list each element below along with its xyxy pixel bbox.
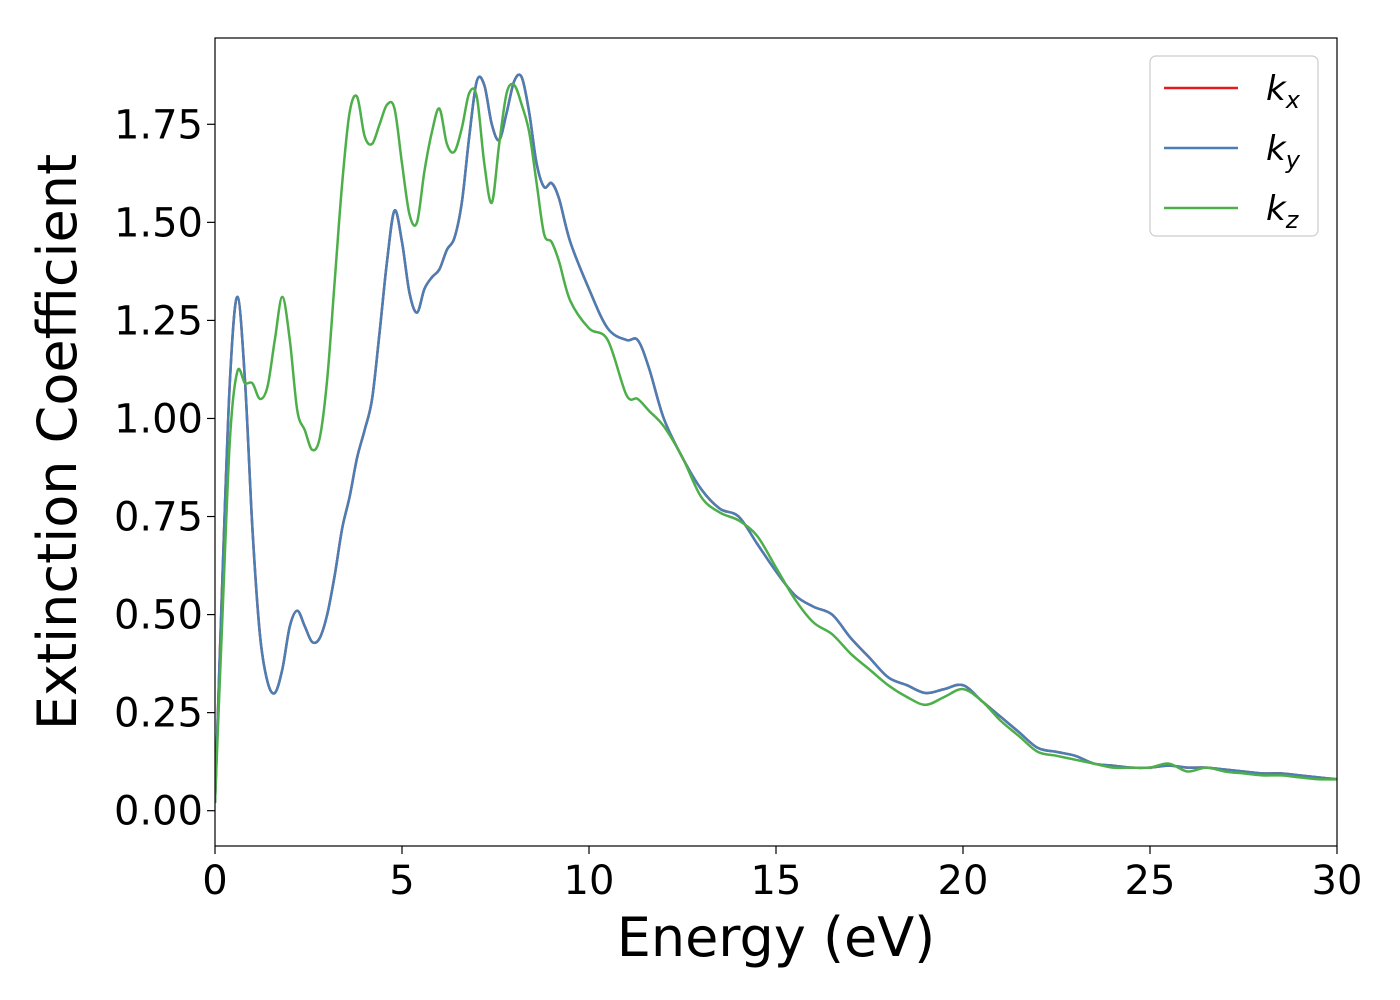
x-tick-label: 5 [389, 858, 414, 904]
legend-label-main: k [1266, 69, 1287, 109]
y-tick-label: 1.25 [114, 298, 203, 344]
y-tick-label: 0.75 [114, 495, 203, 541]
series-line-ky [215, 73, 1337, 803]
y-tick-label: 0.50 [114, 593, 203, 639]
legend-label-main: k [1266, 189, 1287, 229]
series-layer [215, 73, 1337, 803]
legend-label-main: k [1266, 129, 1287, 169]
y-tick-label: 1.50 [114, 200, 203, 246]
x-tick-label: 10 [564, 858, 615, 904]
legend-label-kz: kz [1266, 189, 1300, 234]
y-tick-label: 0.25 [114, 691, 203, 737]
y-tick-label: 1.75 [114, 102, 203, 148]
x-tick-label: 30 [1312, 858, 1363, 904]
legend-label-kx: kx [1266, 69, 1301, 114]
x-tick-label: 20 [938, 858, 989, 904]
y-tick-label: 0.00 [114, 789, 203, 835]
x-tick-label: 15 [751, 858, 802, 904]
x-tick-label: 0 [202, 858, 227, 904]
y-tick-label: 1.00 [114, 396, 203, 442]
x-axis-label: Energy (eV) [617, 906, 936, 969]
x-tick-label: 25 [1125, 858, 1176, 904]
x-axis-ticks: 0 5 10 15 20 25 30 [202, 846, 1362, 904]
legend-label-subscript: x [1285, 86, 1301, 114]
legend-label-subscript: z [1285, 206, 1300, 234]
y-axis-ticks: 0.00 0.25 0.50 0.75 1.00 1.25 1.50 1.75 [114, 102, 215, 835]
series-line-kz [215, 82, 1337, 803]
y-axis-label: Extinction Coefficient [26, 154, 89, 730]
legend-label-ky: ky [1266, 129, 1301, 174]
legend-box [1149, 55, 1319, 237]
legend-label-subscript: y [1285, 146, 1301, 174]
